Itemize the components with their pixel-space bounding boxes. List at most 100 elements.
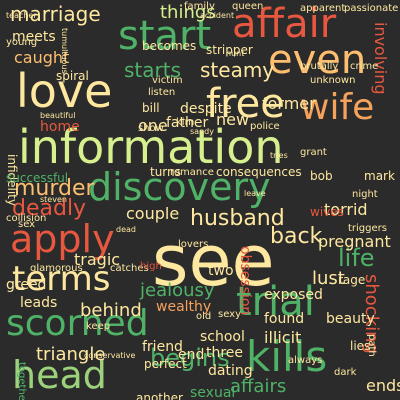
word-hunt: hunt bbox=[226, 49, 245, 58]
word-murder: murder bbox=[14, 176, 95, 201]
word-tries: tries bbox=[270, 151, 288, 160]
word-discovery: discovery bbox=[88, 165, 271, 209]
word-even: even bbox=[268, 37, 367, 83]
word-jealousy: jealousy bbox=[140, 280, 215, 301]
word-teacher: teacher bbox=[6, 11, 37, 20]
word-exposed: exposed bbox=[264, 287, 323, 303]
word-spiral: spiral bbox=[56, 69, 89, 83]
word-obsession: obsession bbox=[237, 246, 253, 316]
word-husband: husband bbox=[190, 206, 285, 231]
word-trial: trial bbox=[236, 279, 315, 325]
word-brutally: brutally bbox=[300, 61, 339, 72]
word-rage: rage bbox=[338, 273, 366, 287]
word-path: path bbox=[366, 334, 377, 357]
word-deadly: deadly bbox=[12, 196, 87, 221]
word-tragic: tragic bbox=[74, 250, 121, 269]
word-conservative: conservative bbox=[84, 351, 136, 360]
word-grant: grant bbox=[300, 147, 327, 158]
word-tumultuous: tumultuous bbox=[60, 28, 69, 74]
word-despite: despite bbox=[180, 101, 232, 117]
word-lovers: lovers bbox=[178, 239, 209, 250]
word-free: free bbox=[206, 81, 285, 127]
word-three: three bbox=[206, 345, 244, 361]
word-found: found bbox=[264, 311, 305, 327]
word-dark: dark bbox=[334, 367, 357, 378]
word-dating: dating bbox=[208, 363, 253, 379]
word-queen: queen bbox=[232, 1, 264, 12]
word-starts: starts bbox=[124, 58, 182, 82]
word-kim: kim bbox=[176, 117, 195, 128]
word-school: school bbox=[200, 329, 245, 345]
word-caught: caught bbox=[14, 48, 70, 67]
word-mark: mark bbox=[364, 169, 395, 183]
word-apply: apply bbox=[10, 217, 115, 261]
word-collision: collision bbox=[6, 213, 47, 224]
word-listen: listen bbox=[148, 87, 176, 98]
word-marriage: marriage bbox=[10, 2, 101, 26]
word-lies: lies bbox=[350, 339, 371, 353]
word-always: always bbox=[288, 355, 323, 366]
word-triggers: triggers bbox=[348, 223, 387, 234]
word-love: love bbox=[16, 64, 113, 118]
word-information: information bbox=[18, 120, 284, 174]
word-triangle: triangle bbox=[36, 344, 106, 365]
word-becomes: becomes bbox=[142, 39, 197, 53]
word-sexual: sexual bbox=[190, 385, 236, 400]
word-successful: successful bbox=[6, 171, 69, 185]
word-leave: leave bbox=[244, 189, 266, 198]
word-sex: sex bbox=[18, 219, 36, 230]
word-stripper: stripper bbox=[206, 43, 253, 57]
word-wealthy: wealthy bbox=[156, 299, 212, 315]
word-father: father bbox=[166, 115, 209, 131]
word-beauty: beauty bbox=[326, 311, 375, 327]
word-things: things bbox=[160, 2, 216, 23]
word-crime: crime bbox=[350, 61, 379, 72]
word-accident: accident bbox=[200, 11, 235, 20]
word-young: young bbox=[6, 37, 38, 48]
word-illicit: illicit bbox=[264, 328, 302, 347]
word-high: high bbox=[140, 261, 162, 272]
word-glamorous: glamorous bbox=[30, 263, 83, 274]
word-pregnant: pregnant bbox=[318, 232, 391, 251]
word-greed: greed bbox=[6, 277, 47, 293]
word-wives: wives bbox=[310, 205, 344, 219]
word-affair: affair bbox=[232, 1, 337, 47]
word-bob: bob bbox=[310, 169, 333, 183]
word-old: old bbox=[196, 311, 212, 322]
word-steamy: steamy bbox=[200, 58, 275, 82]
word-end: end bbox=[178, 347, 205, 363]
word-friend: friend bbox=[142, 339, 183, 355]
word-bill: bill bbox=[142, 101, 160, 115]
word-two: two bbox=[208, 263, 234, 279]
word-catches: catches bbox=[110, 263, 149, 274]
word-victim: victim bbox=[152, 75, 183, 86]
word-back: back bbox=[270, 224, 323, 249]
word-involving: involving bbox=[371, 22, 390, 95]
word-home: home bbox=[40, 119, 80, 135]
word-one: one bbox=[138, 116, 168, 135]
word-affairs: affairs bbox=[230, 376, 287, 397]
word-together: together bbox=[16, 362, 27, 400]
word-kills: kills bbox=[246, 332, 328, 381]
word-wife: wife bbox=[300, 87, 375, 128]
word-couple: couple bbox=[126, 204, 180, 223]
word-passionate: passionate bbox=[344, 3, 399, 14]
word-beautiful: beautiful bbox=[40, 111, 76, 120]
word-turns: turns bbox=[150, 165, 181, 179]
word-sexy: sexy bbox=[218, 309, 242, 320]
word-night: night bbox=[352, 189, 378, 200]
word-meets: meets bbox=[12, 29, 56, 45]
word-lust: lust bbox=[312, 268, 345, 289]
word-unknown: unknown bbox=[310, 75, 356, 86]
word-consequences: consequences bbox=[216, 165, 302, 179]
word-life: life bbox=[338, 244, 375, 272]
word-romance: romance bbox=[170, 167, 214, 178]
word-see: see bbox=[152, 220, 275, 302]
word-family: family bbox=[184, 1, 215, 12]
word-new: new bbox=[216, 110, 250, 129]
word-dead: dead bbox=[116, 225, 136, 234]
word-show: show bbox=[138, 123, 164, 134]
word-another: another bbox=[136, 391, 183, 400]
